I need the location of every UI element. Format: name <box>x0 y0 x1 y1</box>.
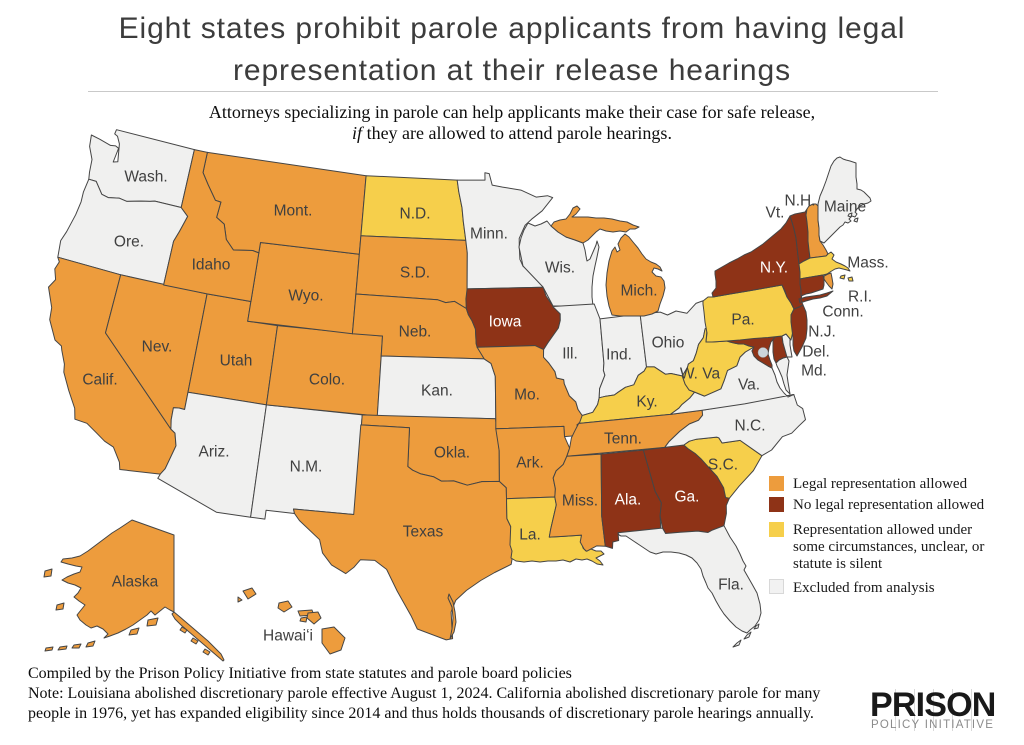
svg-text:Fla.: Fla. <box>718 577 744 594</box>
svg-text:Mont.: Mont. <box>274 203 313 220</box>
svg-text:Alaska: Alaska <box>112 574 159 591</box>
svg-text:N.H.: N.H. <box>785 193 816 210</box>
svg-text:Miss.: Miss. <box>562 493 598 510</box>
svg-text:Wash.: Wash. <box>124 169 167 186</box>
svg-text:Kan.: Kan. <box>421 383 453 400</box>
svg-text:S.C.: S.C. <box>708 457 738 474</box>
svg-text:N.D.: N.D. <box>400 206 431 223</box>
svg-text:N.M.: N.M. <box>290 459 323 476</box>
svg-text:Colo.: Colo. <box>309 372 345 389</box>
svg-text:Hawaiʻi: Hawaiʻi <box>263 628 313 645</box>
svg-text:W. Va: W. Va <box>680 366 721 383</box>
svg-text:Neb.: Neb. <box>399 324 432 341</box>
svg-text:Pa.: Pa. <box>731 312 754 329</box>
svg-text:Ala.: Ala. <box>615 492 642 509</box>
svg-text:Iowa: Iowa <box>489 314 522 331</box>
svg-text:Ohio: Ohio <box>652 335 685 352</box>
svg-text:Tenn.: Tenn. <box>604 431 642 448</box>
svg-text:Va.: Va. <box>738 377 760 394</box>
svg-text:Nev.: Nev. <box>142 339 173 356</box>
svg-text:Conn.: Conn. <box>822 304 863 321</box>
svg-text:Ariz.: Ariz. <box>199 444 230 461</box>
svg-text:Okla.: Okla. <box>434 445 470 462</box>
svg-text:N.C.: N.C. <box>735 418 766 435</box>
svg-text:N.Y.: N.Y. <box>760 260 788 277</box>
svg-text:Mo.: Mo. <box>514 387 540 404</box>
svg-text:Ore.: Ore. <box>114 234 144 251</box>
svg-text:Ind.: Ind. <box>606 347 632 364</box>
svg-text:Utah: Utah <box>220 353 253 370</box>
svg-text:Idaho: Idaho <box>192 257 231 274</box>
svg-text:Ga.: Ga. <box>675 489 700 506</box>
svg-text:Ill.: Ill. <box>562 346 578 363</box>
svg-text:Wyo.: Wyo. <box>288 288 323 305</box>
svg-text:La.: La. <box>519 527 541 544</box>
svg-text:Mass.: Mass. <box>847 255 888 272</box>
svg-text:Wis.: Wis. <box>545 260 575 277</box>
svg-text:Mich.: Mich. <box>620 283 657 300</box>
svg-text:Vt.: Vt. <box>766 205 785 222</box>
svg-text:Md.: Md. <box>801 363 827 380</box>
svg-text:Texas: Texas <box>403 524 444 541</box>
svg-text:Del.: Del. <box>802 344 830 361</box>
svg-text:Ky.: Ky. <box>636 394 657 411</box>
svg-text:N.J.: N.J. <box>808 324 836 341</box>
svg-text:R.I.: R.I. <box>848 289 872 306</box>
svg-text:Ark.: Ark. <box>516 455 544 472</box>
svg-text:Maine: Maine <box>824 199 866 216</box>
svg-text:Calif.: Calif. <box>82 372 117 389</box>
svg-text:S.D.: S.D. <box>400 265 430 282</box>
svg-text:Minn.: Minn. <box>470 226 508 243</box>
